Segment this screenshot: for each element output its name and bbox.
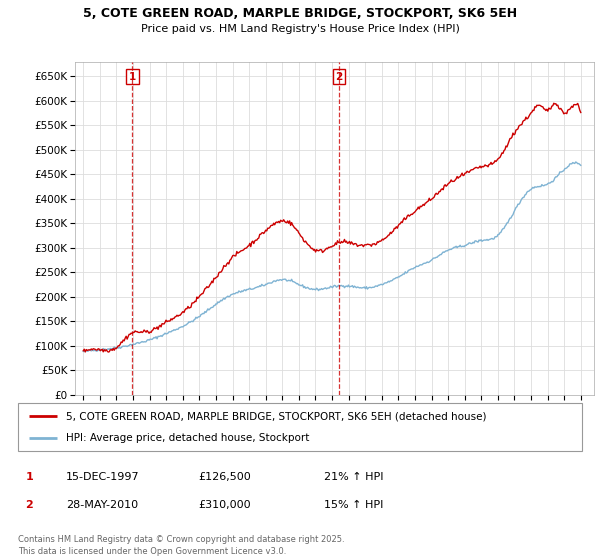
- Text: 15% ↑ HPI: 15% ↑ HPI: [324, 500, 383, 510]
- Text: £126,500: £126,500: [198, 472, 251, 482]
- Text: 1: 1: [129, 72, 136, 82]
- Text: 5, COTE GREEN ROAD, MARPLE BRIDGE, STOCKPORT, SK6 5EH: 5, COTE GREEN ROAD, MARPLE BRIDGE, STOCK…: [83, 7, 517, 20]
- Text: 2: 2: [26, 500, 33, 510]
- Text: 15-DEC-1997: 15-DEC-1997: [66, 472, 140, 482]
- Text: 28-MAY-2010: 28-MAY-2010: [66, 500, 138, 510]
- FancyBboxPatch shape: [18, 403, 582, 451]
- Text: 1: 1: [26, 472, 33, 482]
- Text: HPI: Average price, detached house, Stockport: HPI: Average price, detached house, Stoc…: [66, 433, 310, 443]
- Text: £310,000: £310,000: [198, 500, 251, 510]
- Text: 21% ↑ HPI: 21% ↑ HPI: [324, 472, 383, 482]
- Text: 5, COTE GREEN ROAD, MARPLE BRIDGE, STOCKPORT, SK6 5EH (detached house): 5, COTE GREEN ROAD, MARPLE BRIDGE, STOCK…: [66, 411, 487, 421]
- Text: Price paid vs. HM Land Registry's House Price Index (HPI): Price paid vs. HM Land Registry's House …: [140, 24, 460, 34]
- Text: 2: 2: [335, 72, 343, 82]
- Text: Contains HM Land Registry data © Crown copyright and database right 2025.
This d: Contains HM Land Registry data © Crown c…: [18, 535, 344, 556]
